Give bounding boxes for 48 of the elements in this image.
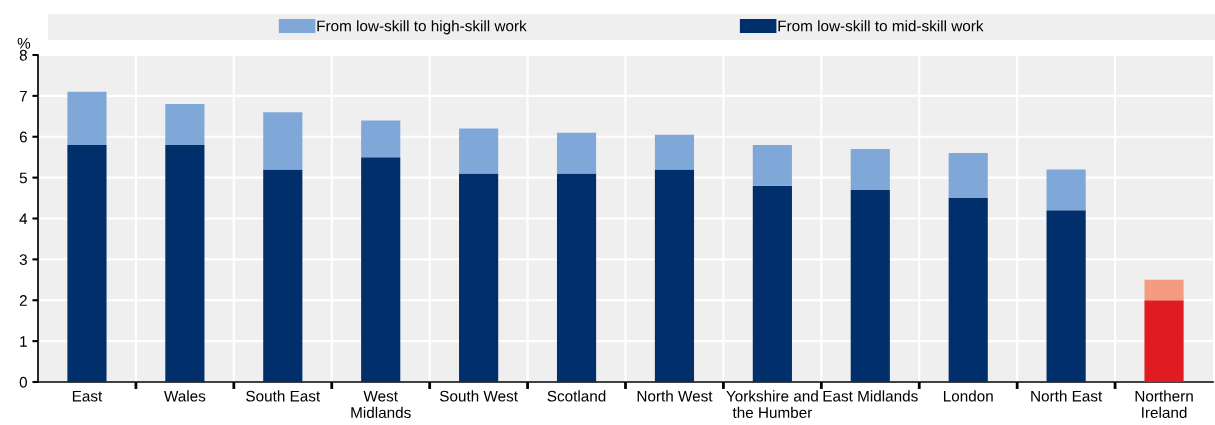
y-tick-label: 7 bbox=[19, 90, 27, 102]
bar bbox=[850, 149, 890, 190]
y-tick-label: 1 bbox=[20, 336, 27, 347]
x-tick-label: North East bbox=[1031, 390, 1103, 402]
bar bbox=[263, 112, 303, 170]
bar bbox=[459, 173, 499, 382]
x-tick-label: South West bbox=[439, 390, 518, 402]
x-tick-label: Yorkshire and the Humber bbox=[726, 390, 818, 419]
bar bbox=[556, 132, 597, 174]
bar bbox=[263, 169, 303, 382]
bar bbox=[67, 144, 107, 382]
bar bbox=[654, 169, 695, 382]
legend-label: From low-skill to high-skill work bbox=[317, 20, 527, 35]
y-tick-label: 5 bbox=[19, 172, 27, 184]
bar bbox=[948, 153, 988, 199]
bar bbox=[1144, 279, 1184, 301]
y-tick-label: 6 bbox=[19, 131, 27, 143]
x-tick-label: Wales bbox=[164, 390, 206, 402]
bar bbox=[459, 128, 499, 174]
bar bbox=[67, 91, 107, 145]
bar bbox=[752, 144, 792, 186]
bar bbox=[165, 104, 205, 145]
x-tick-label: East bbox=[72, 390, 103, 402]
x-tick-label: West Midlands bbox=[351, 390, 411, 419]
bar bbox=[1046, 169, 1086, 211]
y-tick-label: 4 bbox=[19, 213, 28, 225]
x-tick-label: North West bbox=[637, 390, 713, 402]
y-tick-label: 0 bbox=[19, 376, 27, 388]
x-tick-label: London bbox=[943, 390, 993, 402]
bar bbox=[361, 120, 401, 158]
bar bbox=[1144, 300, 1184, 382]
y-axis-title: % bbox=[17, 37, 31, 49]
legend-label: From low-skill to mid-skill work bbox=[778, 20, 984, 32]
bar bbox=[361, 157, 401, 382]
bar bbox=[654, 134, 695, 170]
bar bbox=[1046, 210, 1086, 382]
x-tick-label: South East bbox=[246, 390, 321, 402]
bar bbox=[850, 189, 890, 382]
bar bbox=[948, 198, 988, 382]
bar bbox=[752, 185, 792, 382]
y-tick-label: 2 bbox=[19, 295, 27, 306]
x-tick-label: Northern Ireland bbox=[1135, 390, 1193, 419]
x-tick-label: East Midlands bbox=[823, 390, 918, 402]
bar bbox=[165, 144, 205, 382]
y-tick-label: 8 bbox=[19, 49, 27, 61]
y-tick-label: 3 bbox=[19, 254, 27, 266]
bar bbox=[556, 173, 597, 382]
x-tick-label: Scotland bbox=[547, 390, 606, 402]
